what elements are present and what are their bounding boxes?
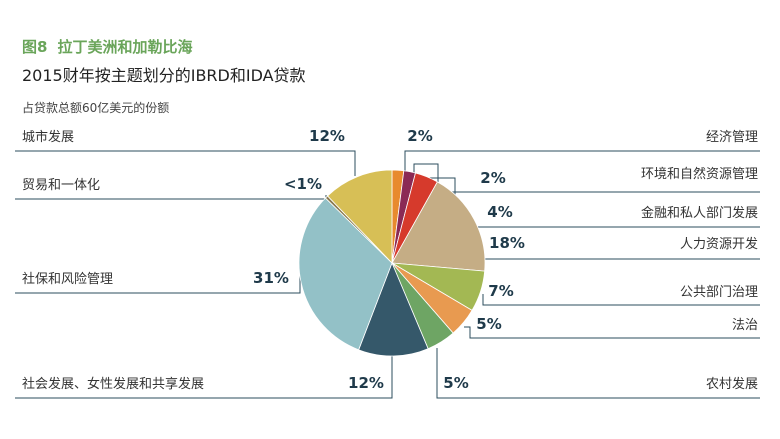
percentage-label: 18% (489, 234, 525, 252)
pie-labels: 经济管理 2% 环境和自然资源管理 2% 金融和私人部门发展 4% 人力资源开发 18% 公共部… (22, 127, 758, 392)
figure-title: 图8 拉丁美洲和加勒比海 (22, 36, 192, 57)
category-label: 城市发展 (22, 129, 74, 145)
leader-line (413, 163, 760, 193)
slice-- (358, 261, 429, 357)
leader-line (15, 355, 393, 399)
percentage-label: 4% (487, 203, 512, 221)
figure-region: 拉丁美洲和加勒比海 (57, 38, 193, 56)
category-label: 环境和自然资源管理 (641, 166, 758, 182)
percentage-label: 5% (443, 374, 468, 392)
chart-title: 2015财年按主题划分的IBRD和IDA贷款 (22, 66, 306, 85)
category-label: 经济管理 (706, 130, 758, 145)
percentage-label: 12% (348, 374, 384, 392)
slice-- (298, 197, 393, 351)
leader-line (15, 150, 356, 176)
chart-subtitle: 占贷款总额60亿美元的份额 (22, 101, 170, 115)
percentage-label: 2% (407, 127, 432, 145)
category-label: 人力资源开发 (680, 236, 758, 252)
leader-line (464, 326, 760, 339)
percentage-label: 31% (253, 269, 289, 287)
leader-line (436, 348, 760, 399)
leader-line (404, 150, 760, 173)
percentage-label: 12% (309, 127, 345, 145)
percentage-label: 2% (480, 169, 505, 187)
category-label: 农村发展 (706, 376, 758, 392)
category-label: 法治 (732, 318, 758, 333)
percentage-label: 7% (488, 282, 513, 300)
pie-slices (298, 169, 486, 357)
slice-- (391, 181, 486, 272)
category-label: 金融和私人部门发展 (641, 205, 758, 221)
category-label: 贸易和一体化 (22, 178, 100, 193)
category-label: 社保和风险管理 (22, 271, 113, 287)
percentage-label: <1% (284, 175, 322, 193)
percentage-label: 5% (476, 315, 501, 333)
category-label: 社会发展、女性发展和共享发展 (22, 376, 204, 392)
leader-line (15, 195, 327, 200)
leader-line (482, 294, 760, 306)
slice-- (326, 169, 393, 264)
category-label: 公共部门治理 (680, 285, 758, 300)
figure-label: 图8 (22, 38, 48, 56)
